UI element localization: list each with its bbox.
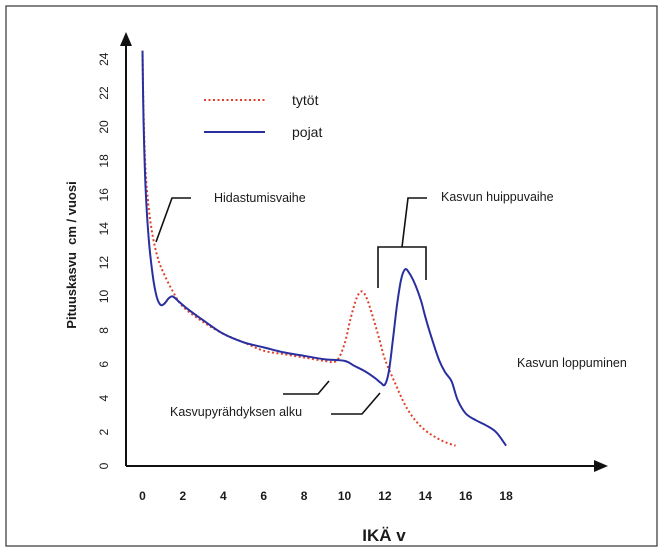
- x-tick-label: 0: [139, 489, 146, 503]
- annotation-hidastumisvaihe: Hidastumisvaihe: [214, 191, 306, 205]
- annotation-spurt-pointer-right: [331, 392, 381, 415]
- series-line-pojat: [141, 50, 507, 447]
- y-axis-label: Pituuskasvu cm / vuosi: [64, 181, 79, 328]
- x-tick-labels: 0 2 4 6 8 10 12 14 16 18: [139, 489, 513, 503]
- y-tick-label: 18: [97, 154, 111, 168]
- series-lines: [141, 50, 507, 447]
- legend: tytöt pojat: [204, 92, 322, 140]
- x-tick-label: 8: [301, 489, 308, 503]
- x-tick-label: 4: [220, 489, 227, 503]
- series-line-tytot: [141, 50, 456, 447]
- x-tick-label: 14: [419, 489, 433, 503]
- annotation-kasvun-loppuminen: Kasvun loppuminen: [517, 356, 627, 370]
- y-tick-label: 10: [97, 290, 111, 304]
- annotation-huippuvaihe-pointer: [401, 197, 427, 248]
- legend-label-pojat: pojat: [292, 124, 322, 140]
- x-tick-label: 16: [459, 489, 473, 503]
- x-tick-label: 6: [260, 489, 267, 503]
- y-tick-label: 6: [97, 361, 111, 368]
- y-tick-label: 14: [97, 222, 111, 236]
- x-tick-label: 10: [338, 489, 352, 503]
- legend-label-tytot: tytöt: [292, 92, 319, 108]
- annotation-spurt-pointer-left: [283, 380, 330, 395]
- y-tick-label: 12: [97, 256, 111, 270]
- annotations: Hidastumisvaihe Kasvun huippuvaihe Kasvu…: [155, 190, 627, 419]
- annotation-huippuvaihe: Kasvun huippuvaihe: [441, 190, 554, 204]
- x-axis-arrow: [594, 460, 608, 472]
- y-tick-label: 8: [97, 327, 111, 334]
- y-tick-label: 4: [97, 395, 111, 402]
- y-tick-label: 16: [97, 188, 111, 202]
- y-tick-label: 22: [97, 86, 111, 100]
- y-tick-label: 20: [97, 120, 111, 134]
- x-tick-label: 2: [180, 489, 187, 503]
- annotation-hidastumisvaihe-pointer: [155, 197, 191, 243]
- y-tick-label: 0: [97, 462, 111, 469]
- annotation-huippuvaihe-bracket: [377, 246, 427, 288]
- x-tick-label: 12: [378, 489, 392, 503]
- y-tick-label: 2: [97, 428, 111, 435]
- figure-border: [5, 5, 658, 547]
- x-axis-label: IKÄ v: [362, 526, 406, 545]
- annotation-kasvupyrahdyksen-alku: Kasvupyrähdyksen alku: [170, 405, 302, 419]
- y-axis-arrow: [120, 32, 132, 46]
- x-tick-label: 18: [499, 489, 513, 503]
- y-tick-label: 24: [97, 52, 111, 66]
